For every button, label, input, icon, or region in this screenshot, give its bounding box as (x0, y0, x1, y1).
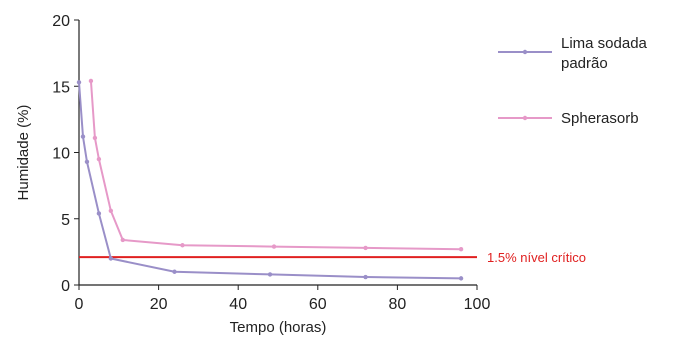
x-tick-label: 20 (150, 296, 168, 313)
data-point (271, 244, 277, 249)
y-tick-label: 20 (52, 13, 70, 30)
legend-marker (522, 115, 528, 121)
y-axis-label: Humidade (%) (15, 105, 32, 201)
legend: Lima sodada padrão Spherasorb (498, 35, 648, 127)
y-tick-label: 10 (52, 146, 70, 163)
data-point (458, 247, 464, 252)
legend-item: Lima sodada padrão (498, 35, 648, 72)
legend-marker (522, 49, 528, 55)
data-point (108, 208, 114, 213)
data-point (96, 156, 102, 162)
data-point (76, 80, 82, 85)
data-point (84, 159, 90, 164)
data-point (267, 272, 273, 277)
reference-line-label: 1.5% nível crítico (487, 250, 586, 265)
x-tick-label: 40 (229, 296, 247, 313)
x-tick-label: 0 (75, 296, 84, 313)
y-tick-label: 0 (61, 278, 70, 295)
data-point (108, 256, 114, 261)
legend-label: Lima sodada padrão (561, 35, 648, 72)
x-tick-label: 80 (389, 296, 407, 313)
data-point (120, 237, 125, 243)
x-tick-label: 100 (464, 296, 491, 313)
series-2 (88, 78, 464, 252)
data-point (180, 243, 185, 248)
reference-line-group: 1.5% nível crítico (79, 250, 586, 265)
ticks: 0 20 40 60 80 100 0 5 10 15 20 (52, 13, 490, 313)
data-point (96, 211, 102, 216)
series-group (76, 78, 464, 281)
data-point (88, 78, 94, 84)
data-point (363, 245, 368, 251)
data-point (172, 269, 177, 274)
y-tick-label: 15 (52, 79, 70, 96)
y-tick-label: 5 (61, 212, 70, 229)
data-point (363, 274, 368, 280)
data-point (80, 134, 86, 139)
legend-item: Spherasorb (498, 110, 639, 127)
data-point (458, 276, 464, 281)
series-1 (76, 80, 464, 281)
series-line (89, 80, 462, 251)
axes (78, 20, 477, 286)
x-axis-label: Tempo (horas) (230, 319, 327, 336)
x-tick-label: 60 (309, 296, 327, 313)
data-point (92, 135, 98, 141)
legend-label: Spherasorb (561, 110, 639, 127)
